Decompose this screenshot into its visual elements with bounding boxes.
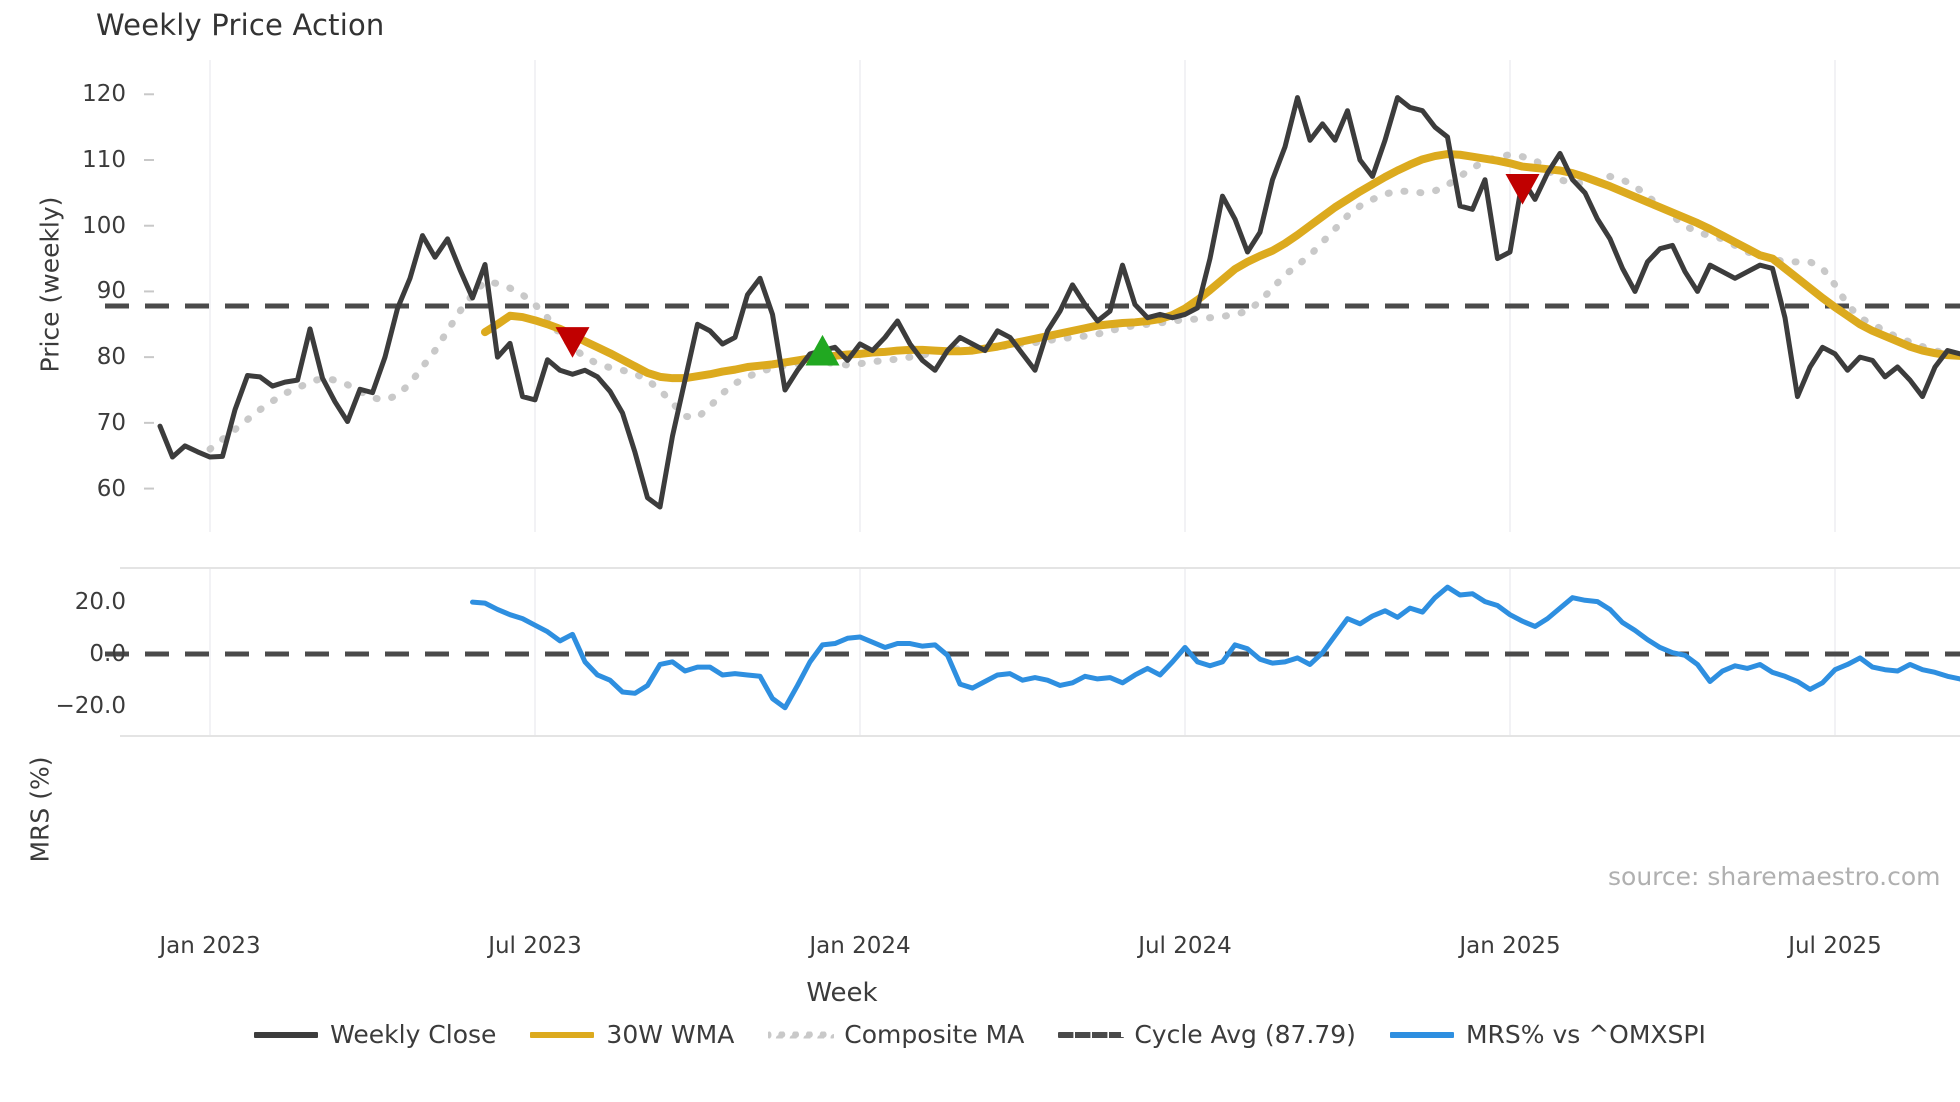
legend-line-glyph xyxy=(1058,1031,1125,1038)
legend-item[interactable]: 30W WMA xyxy=(530,1020,734,1049)
legend-label: 30W WMA xyxy=(606,1020,735,1049)
legend-line-glyph xyxy=(1389,1031,1454,1038)
mrs-ytick-label: 20.0 xyxy=(74,588,126,615)
price-ytick-label: 80 xyxy=(96,344,126,371)
source-watermark: source: sharemaestro.com xyxy=(1608,862,1941,891)
legend-label: Composite MA xyxy=(844,1020,1025,1049)
mrs-ytick-label: −20.0 xyxy=(55,693,126,720)
legend-swatch-icon xyxy=(1058,1025,1125,1045)
x-tick-label: Jan 2024 xyxy=(809,933,911,959)
price-ytick-label: 60 xyxy=(96,475,126,502)
price-ytick-label: 100 xyxy=(82,212,126,239)
buy-marker-triangle xyxy=(805,334,840,366)
chart-legend: Weekly Close 30W WMA Composite MA Cycle Avg… xyxy=(0,1020,1960,1049)
x-tick-label: Jul 2025 xyxy=(1788,933,1882,959)
mrs-line xyxy=(470,584,1960,711)
x-tick-label: Jan 2025 xyxy=(1459,933,1561,959)
x-tick-label: Jul 2024 xyxy=(1138,933,1232,959)
chart-title: Weekly Price Action xyxy=(96,8,385,42)
legend-swatch-icon xyxy=(530,1025,595,1045)
price-ytick-label: 90 xyxy=(96,278,126,305)
mrs-ytick-label: 0.0 xyxy=(89,641,126,667)
legend-item[interactable]: MRS% vs ^OMXSPI xyxy=(1389,1020,1706,1049)
x-tick-label: Jul 2023 xyxy=(488,933,582,959)
legend-line-glyph xyxy=(530,1031,595,1038)
legend-item[interactable]: Composite MA xyxy=(768,1020,1024,1049)
legend-item[interactable]: Weekly Close xyxy=(254,1020,496,1049)
price-ytick-label: 70 xyxy=(96,409,126,436)
plot-canvas xyxy=(105,60,1960,737)
legend-line-glyph xyxy=(768,1031,835,1038)
legend-swatch-icon xyxy=(768,1025,835,1045)
price-ytick-label: 120 xyxy=(82,81,126,108)
x-tick-label: Jan 2023 xyxy=(159,933,261,959)
price-ytick-label: 110 xyxy=(82,147,126,173)
composite-ma-line xyxy=(206,151,1960,453)
sell-marker-triangle xyxy=(1505,174,1540,205)
legend-label: Weekly Close xyxy=(330,1020,497,1049)
wma-line xyxy=(481,150,1960,383)
x-axis-label: Week xyxy=(806,978,878,1008)
sell-marker-triangle xyxy=(555,327,590,358)
legend-label: MRS% vs ^OMXSPI xyxy=(1465,1020,1706,1049)
legend-line-glyph xyxy=(254,1031,319,1038)
legend-item[interactable]: Cycle Avg (87.79) xyxy=(1058,1020,1356,1049)
legend-label: Cycle Avg (87.79) xyxy=(1134,1020,1356,1049)
weekly-close-line xyxy=(157,95,1960,510)
legend-swatch-icon xyxy=(254,1025,319,1045)
legend-swatch-icon xyxy=(1389,1025,1454,1045)
